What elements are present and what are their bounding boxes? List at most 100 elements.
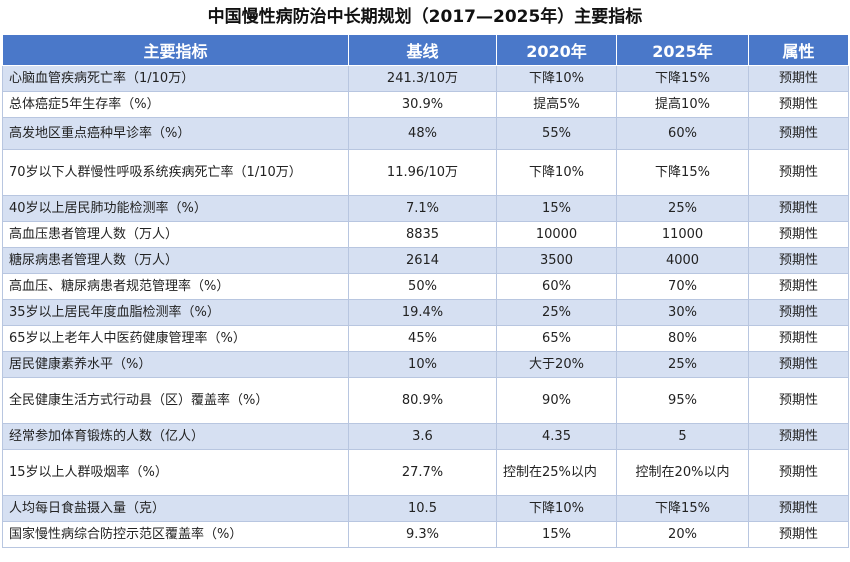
cell-attribute: 预期性 (748, 221, 849, 248)
cell-attribute: 预期性 (748, 247, 849, 274)
cell-2020: 大于20% (496, 351, 617, 378)
table-row: 35岁以上居民年度血脂检测率（%） 19.4% 25% 30% 预期性 (2, 299, 849, 326)
cell-2025: 25% (616, 351, 749, 378)
cell-2020: 60% (496, 273, 617, 300)
cell-indicator: 心脑血管疾病死亡率（1/10万） (2, 65, 349, 92)
column-header-attribute: 属性 (748, 34, 849, 66)
cell-2025: 30% (616, 299, 749, 326)
cell-attribute: 预期性 (748, 449, 849, 496)
cell-2025: 20% (616, 521, 749, 548)
cell-indicator: 15岁以上人群吸烟率（%） (2, 449, 349, 496)
cell-baseline: 45% (348, 325, 497, 352)
table-row: 人均每日食盐摄入量（克） 10.5 下降10% 下降15% 预期性 (2, 495, 849, 522)
table-body: 心脑血管疾病死亡率（1/10万） 241.3/10万 下降10% 下降15% 预期性 总体… (2, 65, 849, 548)
cell-indicator: 经常参加体育锻炼的人数（亿人） (2, 423, 349, 450)
table-row: 居民健康素养水平（%） 10% 大于20% 25% 预期性 (2, 351, 849, 378)
cell-indicator: 居民健康素养水平（%） (2, 351, 349, 378)
cell-indicator: 全民健康生活方式行动县（区）覆盖率（%） (2, 377, 349, 424)
table-row: 高血压、糖尿病患者规范管理率（%） 50% 60% 70% 预期性 (2, 273, 849, 300)
cell-attribute: 预期性 (748, 117, 849, 150)
table-row: 糖尿病患者管理人数（万人） 2614 3500 4000 预期性 (2, 247, 849, 274)
table-row: 经常参加体育锻炼的人数（亿人） 3.6 4.35 5 预期性 (2, 423, 849, 450)
cell-2025: 70% (616, 273, 749, 300)
cell-attribute: 预期性 (748, 423, 849, 450)
cell-baseline: 9.3% (348, 521, 497, 548)
cell-indicator: 70岁以下人群慢性呼吸系统疾病死亡率（1/10万） (2, 149, 349, 196)
cell-attribute: 预期性 (748, 195, 849, 222)
column-header-2020: 2020年 (496, 34, 617, 66)
cell-indicator: 65岁以上老年人中医药健康管理率（%） (2, 325, 349, 352)
document-title: 中国慢性病防治中长期规划（2017—2025年）主要指标 (207, 7, 643, 27)
cell-indicator: 高发地区重点癌种早诊率（%） (2, 117, 349, 150)
table-row: 总体癌症5年生存率（%） 30.9% 提高5% 提高10% 预期性 (2, 91, 849, 118)
cell-baseline: 7.1% (348, 195, 497, 222)
cell-attribute: 预期性 (748, 521, 849, 548)
cell-2025: 80% (616, 325, 749, 352)
cell-2025: 25% (616, 195, 749, 222)
cell-baseline: 8835 (348, 221, 497, 248)
cell-2025: 下降15% (616, 149, 749, 196)
cell-2025: 5 (616, 423, 749, 450)
cell-baseline: 80.9% (348, 377, 497, 424)
cell-2025: 提高10% (616, 91, 749, 118)
cell-indicator: 40岁以上居民肺功能检测率（%） (2, 195, 349, 222)
cell-indicator: 糖尿病患者管理人数（万人） (2, 247, 349, 274)
cell-attribute: 预期性 (748, 65, 849, 92)
cell-attribute: 预期性 (748, 325, 849, 352)
cell-2025: 下降15% (616, 65, 749, 92)
table-row: 全民健康生活方式行动县（区）覆盖率（%） 80.9% 90% 95% 预期性 (2, 377, 849, 424)
cell-2025: 4000 (616, 247, 749, 274)
cell-2020: 10000 (496, 221, 617, 248)
cell-baseline: 10.5 (348, 495, 497, 522)
table-row: 65岁以上老年人中医药健康管理率（%） 45% 65% 80% 预期性 (2, 325, 849, 352)
cell-attribute: 预期性 (748, 91, 849, 118)
cell-attribute: 预期性 (748, 351, 849, 378)
cell-baseline: 3.6 (348, 423, 497, 450)
cell-2020: 下降10% (496, 495, 617, 522)
cell-2020: 25% (496, 299, 617, 326)
cell-2020: 4.35 (496, 423, 617, 450)
cell-baseline: 27.7% (348, 449, 497, 496)
cell-2020: 55% (496, 117, 617, 150)
cell-2025: 下降15% (616, 495, 749, 522)
cell-attribute: 预期性 (748, 299, 849, 326)
cell-2020: 下降10% (496, 65, 617, 92)
cell-2020: 提高5% (496, 91, 617, 118)
table-row: 高发地区重点癌种早诊率（%） 48% 55% 60% 预期性 (2, 117, 849, 150)
cell-indicator: 总体癌症5年生存率（%） (2, 91, 349, 118)
table-row: 高血压患者管理人数（万人） 8835 10000 11000 预期性 (2, 221, 849, 248)
cell-indicator: 人均每日食盐摄入量（克） (2, 495, 349, 522)
cell-2025: 95% (616, 377, 749, 424)
cell-baseline: 10% (348, 351, 497, 378)
table-row: 70岁以下人群慢性呼吸系统疾病死亡率（1/10万） 11.96/10万 下降10% 下… (2, 149, 849, 196)
cell-indicator: 35岁以上居民年度血脂检测率（%） (2, 299, 349, 326)
table-header-row: 主要指标 基线 2020年 2025年 属性 (2, 34, 849, 66)
cell-baseline: 50% (348, 273, 497, 300)
column-header-baseline: 基线 (348, 34, 497, 66)
cell-2020: 65% (496, 325, 617, 352)
indicator-table: 主要指标 基线 2020年 2025年 属性 心脑血管疾病死亡率（1/10万） 2… (2, 34, 849, 548)
cell-baseline: 19.4% (348, 299, 497, 326)
cell-indicator: 高血压患者管理人数（万人） (2, 221, 349, 248)
table-row: 40岁以上居民肺功能检测率（%） 7.1% 15% 25% 预期性 (2, 195, 849, 222)
cell-indicator: 高血压、糖尿病患者规范管理率（%） (2, 273, 349, 300)
cell-2020: 15% (496, 521, 617, 548)
cell-baseline: 48% (348, 117, 497, 150)
cell-2025: 控制在20%以内 (616, 449, 749, 496)
cell-attribute: 预期性 (748, 377, 849, 424)
table-row: 15岁以上人群吸烟率（%） 27.7% 控制在25%以内 控制在20%以内 预期性 (2, 449, 849, 496)
cell-baseline: 30.9% (348, 91, 497, 118)
cell-indicator: 国家慢性病综合防控示范区覆盖率（%） (2, 521, 349, 548)
column-header-2025: 2025年 (616, 34, 749, 66)
cell-2020: 15% (496, 195, 617, 222)
cell-attribute: 预期性 (748, 495, 849, 522)
cell-baseline: 2614 (348, 247, 497, 274)
cell-attribute: 预期性 (748, 149, 849, 196)
table-row: 国家慢性病综合防控示范区覆盖率（%） 9.3% 15% 20% 预期性 (2, 521, 849, 548)
cell-2025: 60% (616, 117, 749, 150)
cell-attribute: 预期性 (748, 273, 849, 300)
cell-2025: 11000 (616, 221, 749, 248)
cell-baseline: 241.3/10万 (348, 65, 497, 92)
cell-baseline: 11.96/10万 (348, 149, 497, 196)
cell-2020: 3500 (496, 247, 617, 274)
